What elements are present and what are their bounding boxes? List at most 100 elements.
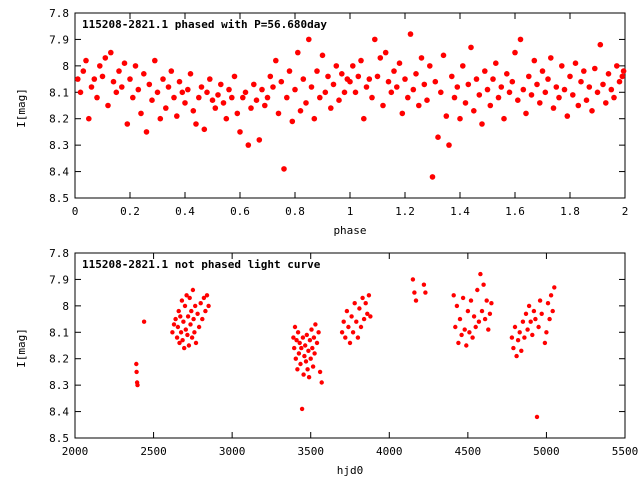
x-tick-label: 5500 [612,445,639,458]
data-point [110,78,117,85]
x-tick-label: 0.8 [285,205,305,218]
data-point [429,174,436,180]
data-point [178,330,184,335]
data-point [295,49,301,56]
data-point [182,303,188,309]
data-point [187,295,192,301]
data-point [182,345,187,351]
y-tick-label: 7.8 [49,7,69,20]
data-point [270,84,276,90]
data-point [218,81,224,88]
y-tick-label: 8.5 [49,432,69,445]
data-point [523,110,529,117]
data-point [459,332,464,338]
data-point [413,71,419,77]
data-point [306,375,312,380]
phased-light-curve-chart: 7.8 7.9 8 8.1 8.2 8.3 8.4 8.5 0 0.2 0.4 0.6 0.8 1 1.2… [15,7,628,237]
data-point [487,102,494,109]
data-point [176,78,183,85]
data-point [357,306,362,311]
data-point [464,343,469,348]
data-point [358,57,364,64]
y-tick-label: 8 [62,300,69,313]
data-point [564,113,571,119]
data-point [264,94,271,101]
x-tick-label: 4000 [376,445,403,458]
data-point [170,330,175,335]
data-point [179,298,185,303]
data-point [207,76,213,82]
data-point [405,94,411,101]
y-tick-label: 8.3 [49,379,69,392]
y-tick-label: 8.3 [49,139,69,152]
data-point [517,36,524,43]
data-point [138,110,144,117]
y-tick-label: 8 [62,60,69,73]
data-point [186,343,192,348]
data-point [374,73,381,80]
data-point [410,86,417,93]
data-point [432,78,439,85]
data-point [525,327,530,332]
data-point [203,308,208,314]
data-point [539,311,544,316]
data-point [424,97,430,103]
data-point [308,356,313,361]
data-point [509,78,516,85]
data-point [346,324,351,330]
data-point [77,89,84,96]
data-point [360,295,365,301]
data-point [195,311,200,316]
data-point [200,316,205,322]
data-point [189,308,194,314]
x-tick-label: 2000 [62,445,89,458]
data-point [479,121,485,127]
data-point [184,293,189,298]
data-point [284,94,290,101]
data-point [165,84,172,90]
data-point [473,324,478,330]
y-tick-label: 8.1 [49,326,69,339]
data-point [486,327,491,332]
data-point [363,84,370,90]
data-point [394,84,400,90]
data-point [300,76,307,82]
data-point [113,89,120,96]
data-point [294,338,299,343]
data-point [134,361,139,367]
data-point [363,301,368,306]
data-point [550,308,555,314]
data-point [193,340,199,346]
data-point [504,71,510,77]
data-point [328,105,334,111]
data-point [309,327,314,332]
x-axis-label: hjd0 [337,464,364,477]
data-point [473,76,480,82]
data-point [482,316,488,322]
data-point [509,335,515,340]
data-point [594,89,601,96]
data-point [354,319,359,324]
data-point [605,71,612,77]
data-point [611,94,617,101]
data-point [267,73,274,80]
data-point [220,100,227,106]
data-point [382,49,389,56]
y-axis-ticks: 7.8 7.9 8 8.1 8.2 8.3 8.4 8.5 [49,247,625,445]
data-point [88,84,95,90]
data-point [231,73,238,80]
data-point [305,367,310,372]
x-tick-label: 1.6 [505,205,525,218]
data-point [215,92,221,98]
data-point [349,314,354,319]
data-point [523,311,529,316]
data-point [278,78,285,85]
data-point [603,100,609,106]
data-point [559,63,565,69]
data-point [198,301,203,306]
data-point [435,134,441,140]
data-point [544,330,549,335]
data-point [209,97,216,103]
data-point [297,340,302,346]
data-point [299,345,304,351]
